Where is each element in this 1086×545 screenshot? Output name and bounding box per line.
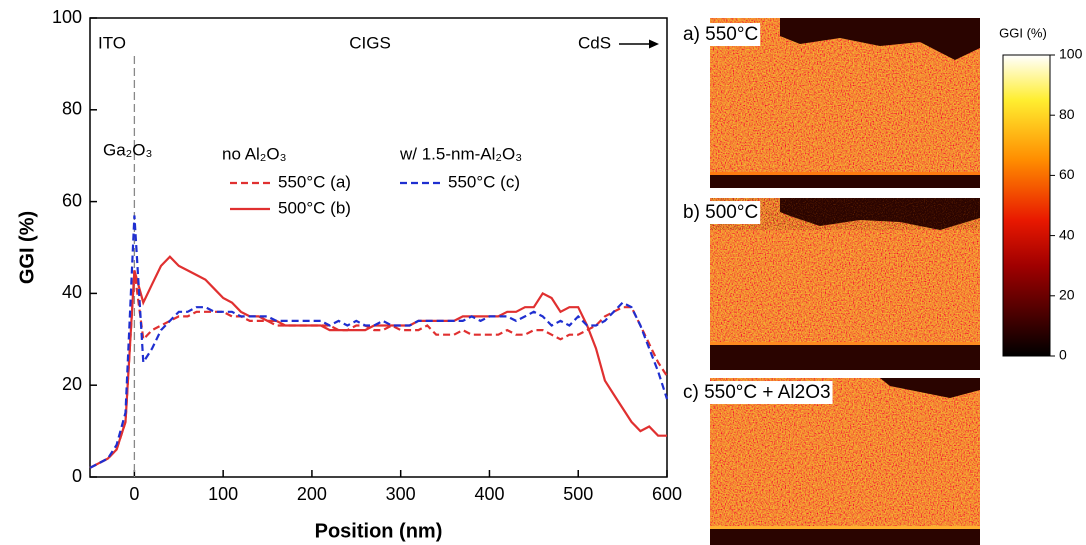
annotation: ITO [98,33,126,52]
x-tick-label: 400 [474,484,504,504]
y-axis-label: GGI (%) [16,211,38,284]
y-tick-label: 80 [62,99,82,119]
colorbar [1002,54,1051,357]
panel-label: c) 550°C + Al2O3 [683,382,831,403]
x-tick-label: 600 [652,484,682,504]
map-c [710,378,980,545]
y-tick-label: 60 [62,190,82,210]
annotation: CIGS [349,33,391,52]
data-line [89,215,669,469]
x-tick-label: 100 [208,484,238,504]
panel-label-bg [681,381,833,405]
map-b [710,198,980,370]
map-a [710,18,980,188]
legend-label: 500°C (b) [278,198,351,217]
panel-labels: a) 550°C b) 500°C c) 550°C + Al2O3 [681,23,833,405]
legend-group-title: no Al₂O₃ [222,144,287,163]
x-tick-label: 300 [386,484,416,504]
x-axis-label: Position (nm) [315,520,443,542]
y-tick-label: 20 [62,374,82,394]
annotation: CdS [578,33,611,52]
colorbar-tick-label: 100 [1059,46,1083,62]
x-tick-label: 200 [297,484,327,504]
plot-frame [89,17,668,478]
data-line [89,255,667,469]
legend-label: 550°C (a) [278,172,351,191]
y-tick-label: 40 [62,282,82,302]
y-tick-label: 100 [52,7,82,27]
colorbar-tick-label: 80 [1059,106,1075,122]
annotation: Ga₂O₃ [103,140,152,159]
colorbar-tick-label: 60 [1059,166,1075,182]
y-tick-label: 0 [72,466,82,486]
data-line [89,270,668,469]
legend-label: 550°C (c) [448,172,520,191]
panel-label-bg [681,201,761,225]
colorbar-title: GGI (%) [999,25,1047,40]
colorbar-tick-label: 40 [1059,226,1075,242]
x-tick-label: 500 [563,484,593,504]
colorbar-tick-label: 20 [1059,287,1075,303]
panel-label-bg [681,23,761,47]
annotation-arrow-head [649,39,659,49]
legend-group-title: w/ 1.5-nm-Al₂O₃ [399,144,522,163]
colorbar-tick-label: 0 [1059,347,1067,363]
x-tick-label: 0 [129,484,139,504]
panel-label: b) 500°C [683,202,758,223]
panel-label: a) 550°C [683,24,758,45]
